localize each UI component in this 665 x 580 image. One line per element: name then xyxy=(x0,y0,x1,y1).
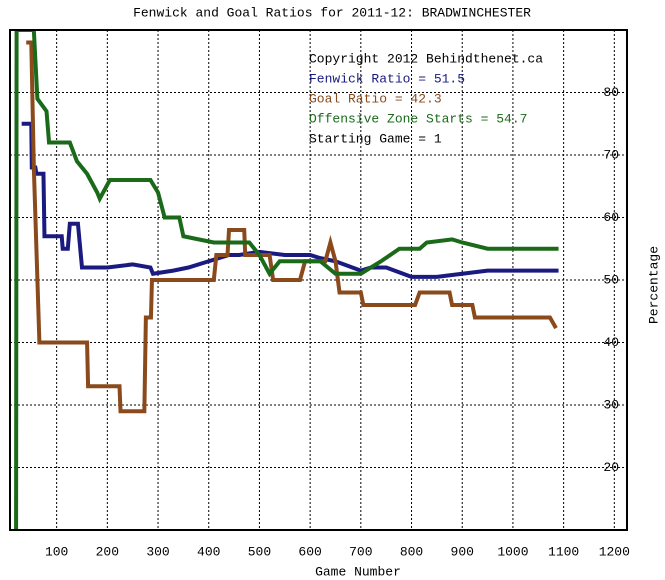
y-axis-label: Percentage xyxy=(646,246,661,324)
annotation: Starting Game = 1 xyxy=(309,131,442,146)
annotation: Offensive Zone Starts = 54.7 xyxy=(309,111,527,126)
x-tick-label: 300 xyxy=(146,544,169,559)
y-tick-label: 80 xyxy=(603,85,619,100)
y-tick-label: 20 xyxy=(603,460,619,475)
annotation: Goal Ratio = 42.3 xyxy=(309,91,442,106)
chart-title: Fenwick and Goal Ratios for 2011-12: BRA… xyxy=(133,5,531,20)
plot-frame xyxy=(9,29,628,531)
annotation: Copyright 2012 Behindthenet.ca xyxy=(309,51,543,66)
annotation: Fenwick Ratio = 51.5 xyxy=(309,71,465,86)
y-tick-label: 30 xyxy=(603,397,619,412)
x-tick-label: 400 xyxy=(197,544,220,559)
x-tick-label: 800 xyxy=(400,544,423,559)
x-tick-label: 600 xyxy=(298,544,321,559)
x-tick-label: 500 xyxy=(248,544,271,559)
series-line xyxy=(14,30,559,530)
x-tick-label: 1100 xyxy=(548,544,579,559)
y-tick-label: 40 xyxy=(603,335,619,350)
series-line xyxy=(26,40,558,414)
x-tick-label: 900 xyxy=(451,544,474,559)
x-tick-label: 700 xyxy=(349,544,372,559)
x-tick-label: 200 xyxy=(96,544,119,559)
labels: 100 200 300 400 500 600 700 800 900 1000 1100 1200 2… xyxy=(45,51,630,559)
lines xyxy=(14,30,559,530)
x-tick-label: 1000 xyxy=(497,544,528,559)
x-axis-label: Game Number xyxy=(315,564,401,579)
series-line xyxy=(21,121,559,279)
y-tick-label: 60 xyxy=(603,210,619,225)
x-tick-label: 1200 xyxy=(599,544,630,559)
y-tick-label: 70 xyxy=(603,147,619,162)
x-tick-label: 100 xyxy=(45,544,68,559)
y-tick-label: 50 xyxy=(603,272,619,287)
